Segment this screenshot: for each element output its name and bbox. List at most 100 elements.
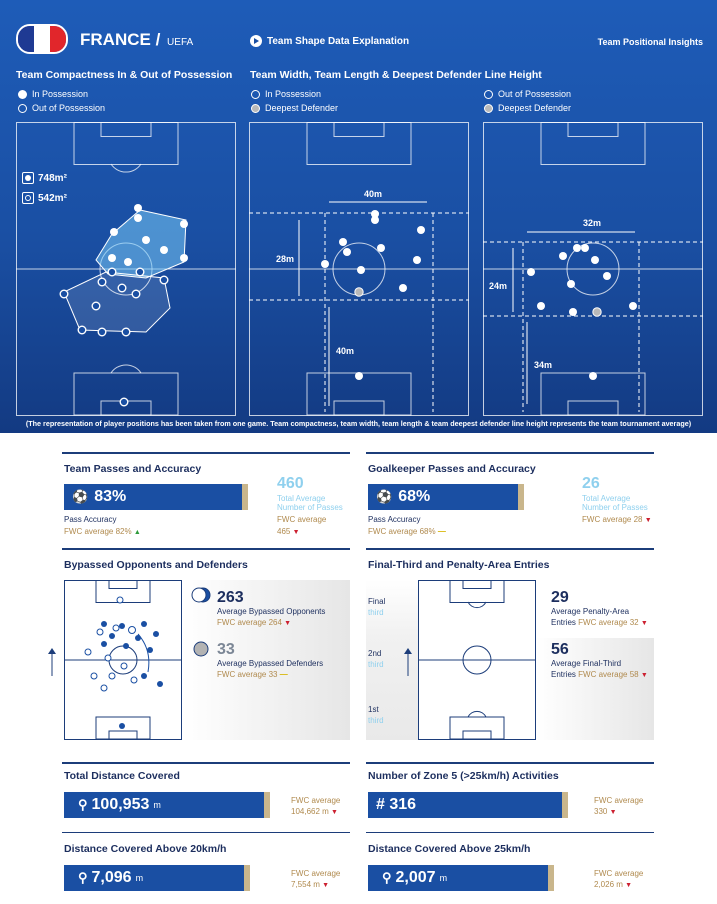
- ball-icon: ⚽: [72, 489, 89, 504]
- legend-label: Deepest Defender: [498, 103, 572, 113]
- fwc-value: 330: [594, 807, 608, 816]
- attack-direction-icon: [48, 648, 56, 676]
- dist20-value: 7,096: [91, 869, 132, 886]
- down-arrow-icon: ▼: [640, 672, 648, 679]
- ball-icon: ⚽: [376, 489, 393, 504]
- legend-label: Out of Possession: [498, 89, 572, 99]
- fwc-value: 2,026 m: [594, 880, 623, 889]
- fwc-label: FWC average 33: [217, 670, 278, 679]
- location-pin-icon: ⚲: [78, 797, 88, 812]
- down-arrow-icon: ▼: [625, 882, 633, 889]
- divider: [62, 452, 350, 454]
- legend-in-possession: In Possession: [18, 89, 88, 99]
- location-pin-icon: ⚲: [382, 870, 392, 885]
- zone5-fwc-value: 330 ▼: [594, 807, 617, 816]
- label-line: Total Average: [582, 494, 631, 503]
- legend-label: In Possession: [32, 89, 89, 99]
- gk-passes-title: Goalkeeper Passes and Accuracy: [368, 463, 536, 475]
- zone5-title: Number of Zone 5 (>25km/h) Activities: [368, 770, 559, 782]
- bypassed-defenders-label: Average Bypassed Defenders: [217, 659, 324, 668]
- distance-fwc-label: FWC average: [291, 796, 341, 805]
- dist20-fwc-label: FWC average: [291, 869, 341, 878]
- attack-direction-icon: [404, 648, 412, 676]
- divider: [366, 832, 654, 833]
- legend-out-possession: Out of Possession: [18, 103, 105, 113]
- pass-fwc-average: FWC average 82% ▲: [64, 527, 141, 536]
- legend-label: Deepest Defender: [265, 103, 339, 113]
- out-area-label: 542m²: [22, 192, 67, 204]
- in-line-height-label: 40m: [336, 346, 355, 356]
- down-arrow-icon: ▼: [644, 517, 652, 524]
- entries-pitch: [418, 580, 536, 740]
- bypassed-opponents-fwc: FWC average 264 ▼: [217, 618, 291, 627]
- zone-name: 2nd: [368, 649, 382, 658]
- bypassed-band: [182, 580, 350, 740]
- final-entries-label: Average Final-Third: [551, 659, 622, 668]
- fwc-value: 104,662 m: [291, 807, 329, 816]
- bypassed-title: Bypassed Opponents and Defenders: [64, 559, 248, 571]
- in-possession-shape-pitch: [249, 122, 469, 416]
- legend-label: In Possession: [265, 89, 322, 99]
- fwc-label: FWC average 264: [217, 618, 282, 627]
- bypassed-opponents-icon: [191, 587, 211, 603]
- gk-accuracy-value: 68%: [398, 488, 431, 505]
- down-arrow-icon: ▼: [322, 882, 330, 889]
- down-arrow-icon: ▼: [284, 620, 292, 627]
- dist25-title: Distance Covered Above 25km/h: [368, 843, 531, 855]
- ring-dot-icon: [484, 89, 493, 99]
- zone-final-label: Final third: [368, 596, 385, 618]
- out-line-height-label: 34m: [534, 360, 553, 370]
- label-line: Number of Passes: [277, 503, 343, 512]
- hero-panel: FRANCE / UEFA Team Shape Data Explanatio…: [0, 0, 717, 433]
- final-entries-value: 56: [551, 641, 569, 658]
- bypassed-defenders-icon: [193, 641, 209, 657]
- in-length-label: 28m: [276, 254, 295, 264]
- dist25-bar: ⚲ 2,007 m: [368, 865, 554, 891]
- country-name: FRANCE: [80, 30, 151, 49]
- legend-wl-deepest: Deepest Defender: [251, 103, 338, 113]
- in-area-value: 748m²: [38, 172, 67, 184]
- zone5-bar: # 316: [368, 792, 568, 818]
- distance-value: 100,953: [91, 796, 150, 813]
- team-shape-explanation-link[interactable]: Team Shape Data Explanation: [250, 35, 409, 47]
- bar-end: [244, 865, 250, 891]
- footnote: (The representation of player positions …: [25, 419, 692, 428]
- zone-word: third: [368, 660, 384, 669]
- section-title-right: Team Positional Insights: [597, 37, 703, 47]
- in-area-icon: [22, 172, 34, 184]
- divider: [62, 762, 350, 764]
- dist20-title: Distance Covered Above 20km/h: [64, 843, 227, 855]
- compactness-pitch: [16, 122, 236, 416]
- in-width-label: 40m: [364, 189, 383, 199]
- label-line: Entries: [551, 670, 576, 679]
- ring-dot-icon: [18, 103, 27, 113]
- legend-label: Out of Possession: [32, 103, 106, 113]
- confederation: UEFA: [167, 37, 194, 48]
- divider: [62, 832, 350, 833]
- zone-word: third: [368, 716, 384, 725]
- pass-accuracy-value: 83%: [94, 488, 127, 505]
- label-line: Number of Passes: [582, 503, 648, 512]
- zone-name: 1st: [368, 705, 379, 714]
- up-arrow-icon: ▲: [133, 529, 141, 536]
- total-passes-label: Total Average Number of Passes: [277, 494, 343, 512]
- legend-wl-deepest-2: Deepest Defender: [484, 103, 571, 113]
- france-flag: [16, 24, 68, 54]
- zone-name: Final: [368, 597, 386, 606]
- penalty-entries-value: 29: [551, 589, 569, 606]
- distance-title: Total Distance Covered: [64, 770, 180, 782]
- play-icon: [250, 35, 262, 47]
- zone-2nd-label: 2nd third: [368, 648, 384, 670]
- zone-word: third: [368, 608, 384, 617]
- legend-wl-in: In Possession: [251, 89, 321, 99]
- down-arrow-icon: ▼: [292, 529, 300, 536]
- legend-wl-out: Out of Possession: [484, 89, 571, 99]
- fwc-label: FWC average 68%: [368, 527, 436, 536]
- gk-accuracy-label: Pass Accuracy: [368, 515, 421, 524]
- dist25-fwc-value: 2,026 m ▼: [594, 880, 632, 889]
- down-arrow-icon: ▼: [640, 620, 648, 627]
- ring-dot-icon: [251, 89, 260, 99]
- dash-icon: —: [279, 670, 288, 679]
- gk-total-value: 26: [582, 475, 600, 492]
- total-passes-value: 460: [277, 475, 304, 492]
